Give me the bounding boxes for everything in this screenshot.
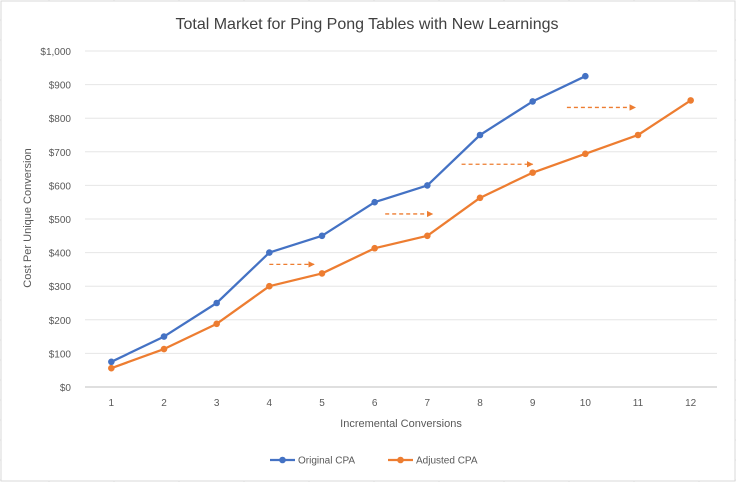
y-tick-label: $0 — [60, 383, 72, 394]
x-tick-label: 1 — [109, 398, 115, 409]
x-tick-label: 12 — [685, 398, 697, 409]
x-axis-ticks: 1 2 3 4 5 6 7 8 9 10 11 12 — [109, 398, 697, 409]
data-point — [213, 320, 220, 328]
data-point — [108, 358, 115, 366]
x-tick-label: 3 — [214, 398, 220, 409]
y-tick-label: $800 — [49, 114, 72, 125]
x-tick-label: 8 — [477, 398, 483, 409]
x-tick-label: 2 — [161, 398, 167, 409]
data-point — [424, 232, 431, 240]
legend-label: Original CPA — [298, 456, 355, 467]
y-axis-label: Cost Per Unique Conversion — [22, 148, 34, 287]
y-tick-label: $900 — [49, 81, 72, 92]
y-tick-label: $1,000 — [40, 47, 71, 58]
x-tick-label: 11 — [633, 398, 644, 409]
y-tick-label: $500 — [49, 215, 72, 226]
x-tick-label: 6 — [372, 398, 378, 409]
y-tick-label: $100 — [49, 349, 72, 360]
legend-swatch-marker — [397, 456, 404, 464]
data-point — [371, 244, 378, 252]
x-axis-label: Incremental Conversions — [340, 418, 462, 430]
series-original-cpa — [108, 72, 589, 366]
series-line — [110, 99, 692, 370]
legend: Original CPA Adjusted CPA — [270, 456, 478, 467]
y-tick-label: $700 — [49, 148, 72, 159]
data-point — [213, 299, 220, 307]
y-tick-label: $600 — [49, 181, 72, 192]
data-point — [529, 98, 536, 105]
data-point — [424, 182, 431, 189]
x-tick-label: 5 — [319, 398, 325, 409]
data-point — [160, 333, 168, 340]
x-tick-label: 7 — [425, 398, 431, 409]
data-point — [266, 282, 273, 290]
y-axis-ticks: $0 $100 $200 $300 $400 $500 $600 $700 $800 $900 $1… — [40, 47, 71, 394]
data-point — [582, 150, 589, 158]
chart-title: Total Market for Ping Pong Tables with N… — [175, 16, 558, 33]
data-point — [266, 249, 273, 256]
data-point — [108, 364, 115, 372]
gridlines — [85, 50, 717, 354]
data-point — [371, 198, 378, 206]
x-tick-label: 4 — [267, 398, 273, 409]
data-point — [529, 169, 536, 176]
data-point — [318, 270, 326, 277]
data-point — [318, 232, 326, 240]
y-tick-label: $400 — [49, 249, 72, 260]
series-line — [110, 75, 586, 363]
legend-item: Adjusted CPA — [388, 456, 478, 467]
series-adjusted-cpa — [108, 97, 694, 372]
x-tick-label: 10 — [580, 398, 592, 409]
x-tick-label: 9 — [530, 398, 536, 409]
data-point — [476, 194, 484, 202]
data-point — [687, 97, 694, 104]
series-layer — [108, 72, 694, 372]
shift-arrows — [269, 104, 637, 268]
y-tick-label: $200 — [49, 316, 72, 327]
data-point — [582, 72, 589, 80]
data-point — [160, 345, 168, 353]
legend-swatch-marker — [279, 456, 286, 464]
data-point — [634, 131, 642, 139]
legend-item: Original CPA — [270, 456, 355, 467]
legend-label: Adjusted CPA — [416, 456, 478, 467]
data-point — [476, 131, 484, 139]
y-tick-label: $300 — [49, 282, 72, 293]
